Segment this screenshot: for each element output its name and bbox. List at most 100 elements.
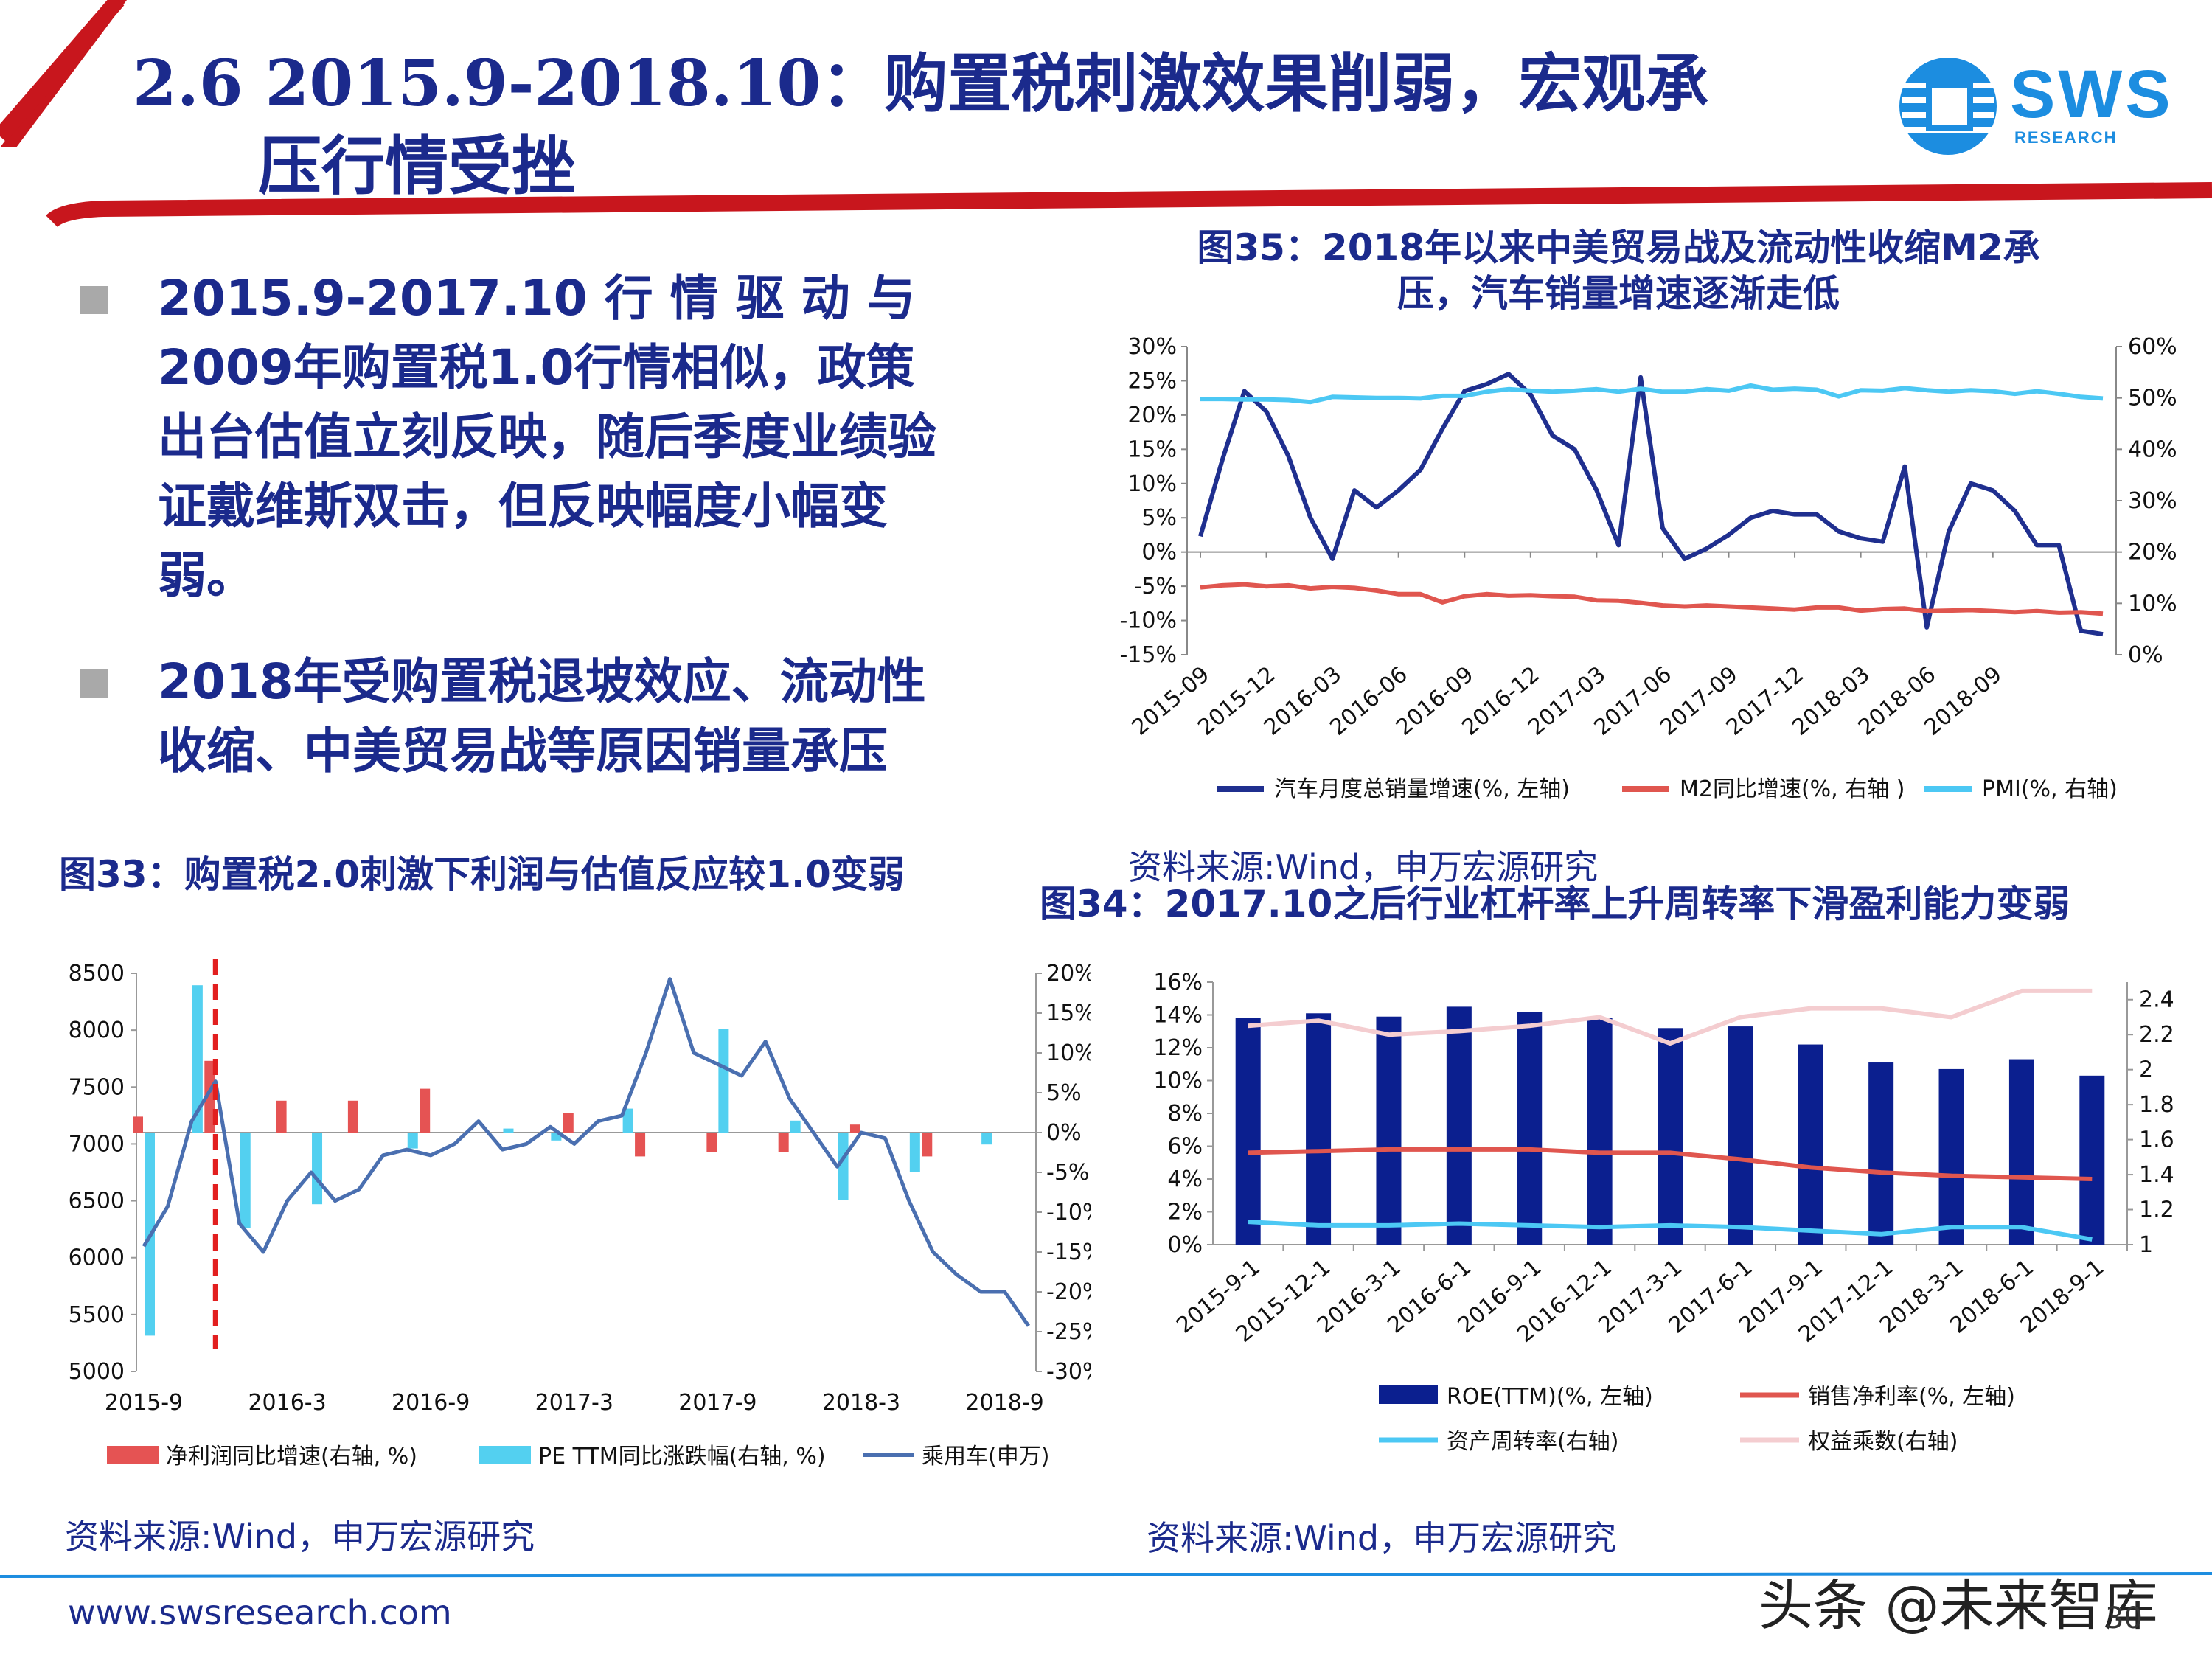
title-line-2: 压行情受挫: [258, 129, 575, 204]
fig34-roe-bar: [1517, 1012, 1543, 1245]
fig34-right-tick-label: 1: [2139, 1232, 2153, 1258]
fig34-legend-label: 权益乘数(右轴): [1808, 1429, 1958, 1455]
fig34-left-tick-label: 14%: [1153, 1003, 1203, 1029]
fig35-right-tick-label: 30%: [2128, 488, 2177, 514]
fig33-bar-1: [622, 1108, 633, 1133]
fig34-right-tick-label: 1.4: [2139, 1162, 2174, 1188]
fig33-left-tick-label: 5500: [69, 1302, 125, 1328]
bullet-square-icon: [80, 286, 108, 314]
fig33-x-tick-label: 2017-9: [678, 1390, 757, 1416]
fig35-legend-label: M2同比增速(%, 右轴 ): [1680, 776, 1905, 802]
fig35-right-tick-label: 50%: [2128, 386, 2177, 411]
fig33-right-tick-label: -25%: [1046, 1319, 1091, 1345]
fig34-left-tick-label: 4%: [1167, 1166, 1203, 1192]
fig35-source: 资料来源:Wind，申万宏源研究: [1128, 847, 1599, 887]
fig35-legend-label: 汽车月度总销量增速(%, 左轴): [1274, 776, 1570, 802]
fig34-legend-label: 资产周转率(右轴): [1447, 1429, 1618, 1455]
fig34-left-tick-label: 8%: [1167, 1101, 1203, 1127]
fig33-x-tick-label: 2016-3: [248, 1390, 326, 1416]
fig33-bar-1: [909, 1133, 920, 1172]
fig33-bar-1: [790, 1120, 801, 1133]
fig35-left-tick-label: 25%: [1127, 368, 1177, 394]
fig34-chart: 16% 14% 12% 10% 8% 6% 4% 2% 0% 2.4 2.2 2 1.8 1.6 1.4 1.…: [1153, 970, 2174, 1455]
fig33-bar-0: [420, 1088, 431, 1133]
fig34-series-line-1: [1248, 1220, 2093, 1242]
fig35-series-line-1: [1200, 582, 2104, 616]
bullet-1: 2015.9-2017.10 行 情 驱 动 与 2009年购置税1.0行情相似…: [74, 264, 959, 611]
fig33-bar-1: [718, 1029, 729, 1133]
fig33-bar-0: [133, 1116, 143, 1133]
fig33-bar-0: [635, 1133, 646, 1157]
fig33-left-tick-label: 7000: [69, 1131, 125, 1157]
fig33-legend-label: PE TTM同比涨跌幅(右轴, %): [538, 1444, 826, 1470]
fig33-bar-0: [347, 1100, 358, 1133]
fig35-series-line-0: [1198, 372, 2104, 637]
page-title: 2.6 2015.9-2018.10：购置税刺激效果削弱，宏观承 压行情受挫: [133, 43, 1902, 208]
sws-logo-mark: [1899, 58, 1997, 155]
fig33-left-tick-label: 5000: [69, 1359, 125, 1385]
fig33-right-tick-label: 15%: [1046, 1001, 1091, 1026]
fig33-bar-0: [922, 1133, 933, 1157]
fig35-left-tick-label: 15%: [1127, 437, 1177, 462]
fig33-x-tick-label: 2018-9: [965, 1390, 1043, 1416]
fig34-right-tick-label: 1.2: [2139, 1197, 2174, 1223]
fig34-roe-bar: [1868, 1062, 1894, 1245]
fig34-roe-bar: [1306, 1013, 1332, 1245]
fig33-bar-0: [563, 1113, 574, 1133]
page-number: 30: [2105, 1601, 2143, 1635]
fig35-left-tick-label: -10%: [1119, 608, 1177, 634]
fig34-right-tick-label: 1.8: [2139, 1092, 2174, 1118]
fig33-bar-0: [849, 1124, 860, 1133]
fig35-right-tick-label: 40%: [2128, 437, 2177, 462]
fig34-right-tick-label: 2.4: [2139, 987, 2174, 1013]
fig33-right-tick-label: -15%: [1046, 1239, 1091, 1265]
fig33-right-tick-label: 10%: [1046, 1040, 1091, 1066]
fig35-chart: 30% 25% 20% 15% 10% 5% 0% -5% -10% -15% 60% 50% 40% 3…: [1119, 334, 2177, 802]
fig34-left-tick-label: 0%: [1167, 1232, 1203, 1258]
fig35-left-tick-label: 0%: [1141, 540, 1177, 566]
fig34-right-tick-label: 1.6: [2139, 1127, 2174, 1153]
fig33-bar-1: [312, 1133, 323, 1205]
fig34-right-tick-label: 2: [2139, 1057, 2153, 1083]
fig35-series-line-2: [1200, 383, 2104, 405]
fig33-left-tick-label: 8000: [69, 1018, 125, 1043]
fig33-bar-0: [276, 1100, 287, 1133]
fig33-right-tick-label: 5%: [1046, 1080, 1082, 1106]
fig34-series-line-0: [1248, 1147, 2093, 1181]
fig33-left-tick-label: 7500: [69, 1074, 125, 1100]
fig33-left-tick-label: 6000: [69, 1245, 125, 1271]
fig33-right-tick-label: -20%: [1046, 1279, 1091, 1305]
fig34-series-line-2: [1248, 988, 2093, 1046]
fig33-right-tick-label: -30%: [1046, 1359, 1091, 1385]
fig34-roe-bar: [2079, 1075, 2105, 1245]
fig33-bar-0: [204, 1060, 215, 1133]
fig34-right-tick-label: 2.2: [2139, 1022, 2174, 1048]
fig33-legend-swatch: [479, 1446, 531, 1464]
fig34-legend-label: ROE(TTM)(%, 左轴): [1447, 1384, 1653, 1410]
fig33-series-line: [142, 977, 1031, 1327]
fig33-bar-0: [706, 1133, 717, 1152]
bullet-2-text: 2018年受购置税退坡效应、流动性收缩、中美贸易战等原因销量承压: [158, 653, 926, 779]
fig33-bar-0: [778, 1133, 789, 1152]
fig35-left-tick-label: 30%: [1127, 334, 1177, 360]
fig35-title-line-1: 图35：2018年以来中美贸易战及流动性收缩M2承: [1197, 226, 2040, 269]
fig35-title-line-2: 压，汽车销量增速逐渐走低: [1397, 272, 1840, 315]
sws-logo: SWS RESEARCH: [1895, 53, 2171, 156]
fig34-left-tick-label: 10%: [1153, 1068, 1203, 1094]
fig33-legend-label: 净利润同比增速(右轴, %): [166, 1444, 417, 1470]
fig33-right-tick-label: -10%: [1046, 1200, 1091, 1225]
footer-url[interactable]: www.swsresearch.com: [68, 1593, 452, 1632]
watermark: 头条 @未来智库: [1759, 1574, 2158, 1638]
fig34-left-tick-label: 2%: [1167, 1200, 1203, 1225]
fig33-x-tick-label: 2015-9: [105, 1390, 183, 1416]
fig34-roe-bar: [1728, 1026, 1753, 1245]
fig33-source: 资料来源:Wind，申万宏源研究: [65, 1517, 535, 1557]
fig35-left-tick-label: 20%: [1127, 403, 1177, 428]
fig33-legend-label: 乘用车(申万): [922, 1444, 1049, 1470]
fig35-legend-label: PMI(%, 右轴): [1982, 776, 2118, 802]
bullet-1-text: 2015.9-2017.10 行 情 驱 动 与 2009年购置税1.0行情相似…: [158, 270, 936, 604]
fig33-left-tick-label: 6500: [69, 1189, 125, 1214]
fig33-legend-swatch: [107, 1446, 159, 1464]
fig33-bar-1: [838, 1133, 849, 1200]
fig33-right-tick-label: -5%: [1046, 1160, 1089, 1186]
